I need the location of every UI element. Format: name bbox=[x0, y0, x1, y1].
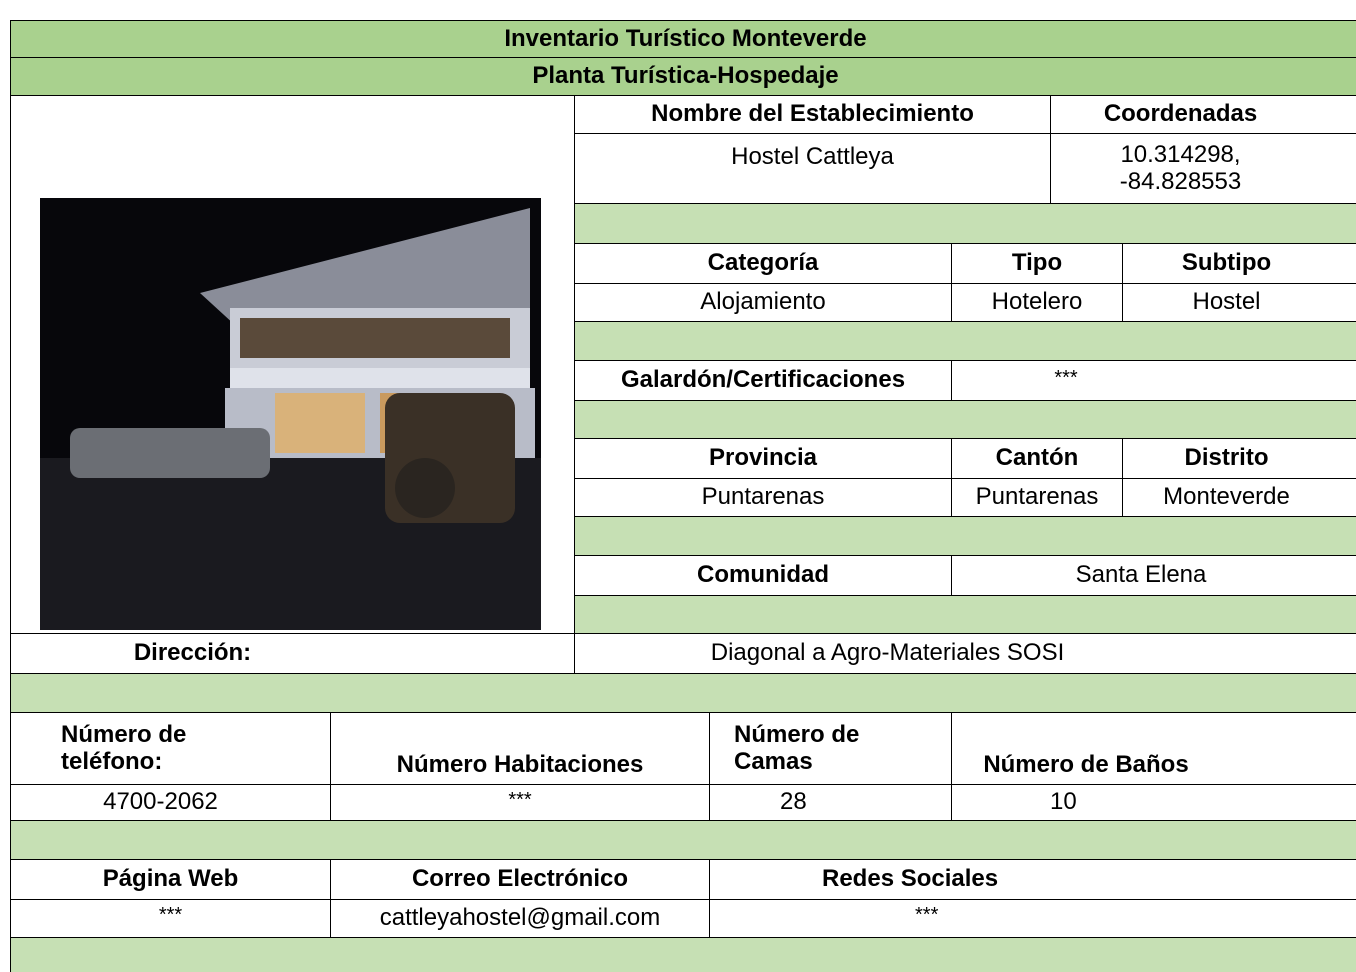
name: Hostel Cattleya bbox=[574, 133, 1051, 204]
text: *** bbox=[915, 904, 939, 926]
web: *** bbox=[10, 899, 331, 938]
text: 4700-2062 bbox=[103, 788, 218, 816]
district: Monteverde bbox=[1122, 478, 1356, 517]
community: Santa Elena bbox=[951, 555, 1356, 596]
blank-row bbox=[10, 673, 1356, 713]
label: Galardón/Certificaciones bbox=[574, 360, 952, 401]
type-label: Tipo bbox=[951, 243, 1123, 284]
text: Monteverde bbox=[1163, 483, 1290, 511]
baths: 10 bbox=[951, 784, 1356, 821]
text: Página Web bbox=[102, 865, 239, 893]
text: 10.314298, -84.828553 bbox=[1119, 141, 1242, 195]
subtype: Hostel bbox=[1122, 283, 1356, 322]
text: Número de Camas bbox=[734, 721, 860, 775]
text: *** bbox=[1054, 367, 1078, 389]
text: Subtipo bbox=[1181, 249, 1272, 277]
text: Planta Turística-Hospedaje bbox=[532, 62, 839, 90]
province: Puntarenas bbox=[574, 478, 952, 517]
social-label: Redes Sociales bbox=[709, 859, 1356, 900]
blank-row bbox=[10, 820, 1356, 860]
rooms-label: Número Habitaciones bbox=[330, 712, 710, 785]
email-label: Correo Electrónico bbox=[330, 859, 710, 900]
phone-label: Número de teléfono: bbox=[10, 712, 331, 785]
text: Coordenadas bbox=[1103, 100, 1258, 128]
category-label: Categoría bbox=[574, 243, 952, 284]
beds-label: Número de Camas bbox=[709, 712, 952, 785]
beds: 28 bbox=[709, 784, 952, 821]
province-label: Provincia bbox=[574, 438, 952, 479]
text: Tipo bbox=[1011, 249, 1063, 277]
text: Inventario Turístico Monteverde bbox=[504, 24, 867, 52]
text: Galardón/Certificaciones bbox=[620, 366, 906, 394]
canton-label: Cantón bbox=[951, 438, 1123, 479]
address: Diagonal a Agro-Materiales SOSI bbox=[574, 633, 1356, 674]
text: Hotelero bbox=[991, 288, 1083, 316]
email: cattleyahostel@gmail.com bbox=[330, 899, 710, 938]
text: *** bbox=[158, 904, 183, 926]
hostel-photo bbox=[40, 198, 541, 630]
web-label: Página Web bbox=[10, 859, 331, 900]
text: Nombre del Establecimiento bbox=[651, 100, 974, 128]
blank-row bbox=[574, 203, 1356, 244]
blank-row bbox=[574, 400, 1356, 439]
community-label: Comunidad bbox=[574, 555, 952, 596]
social: *** bbox=[709, 899, 1356, 938]
blank-row bbox=[574, 595, 1356, 634]
phone: 4700-2062 bbox=[10, 784, 331, 821]
value: *** bbox=[951, 360, 1356, 401]
text: cattleyahostel@gmail.com bbox=[379, 904, 661, 932]
text: Redes Sociales bbox=[822, 865, 999, 893]
blank-row bbox=[10, 937, 1356, 972]
text: Hostel Cattleya bbox=[731, 143, 894, 170]
text: Número de teléfono: bbox=[61, 721, 187, 775]
baths-label: Número de Baños bbox=[951, 712, 1356, 785]
coords: 10.314298, -84.828553 bbox=[1050, 133, 1356, 204]
text: Dirección: bbox=[133, 639, 252, 667]
type: Hotelero bbox=[951, 283, 1123, 322]
text: Número de Baños bbox=[983, 750, 1189, 778]
text: Número Habitaciones bbox=[396, 750, 644, 778]
text: 28 bbox=[780, 788, 807, 816]
address-label: Dirección: bbox=[10, 633, 575, 674]
text: Correo Electrónico bbox=[411, 865, 629, 893]
subtype-label: Subtipo bbox=[1122, 243, 1356, 284]
text: Alojamiento bbox=[700, 288, 826, 316]
text: Provincia bbox=[708, 444, 818, 472]
blank-row bbox=[574, 321, 1356, 361]
text: Hostel bbox=[1192, 288, 1261, 316]
rooms: *** bbox=[330, 784, 710, 821]
text: Cantón bbox=[995, 444, 1079, 472]
subtitle: Planta Turística-Hospedaje bbox=[10, 57, 1356, 96]
text: Diagonal a Agro-Materiales SOSI bbox=[710, 639, 1065, 667]
text: Puntarenas bbox=[701, 483, 825, 511]
canton: Puntarenas bbox=[951, 478, 1123, 517]
text: Comunidad bbox=[697, 561, 829, 589]
name-label: Nombre del Establecimiento bbox=[574, 95, 1051, 134]
text: Puntarenas bbox=[975, 483, 1099, 511]
blank-row bbox=[10, 95, 575, 634]
text: 10 bbox=[1050, 788, 1077, 816]
title: Inventario Turístico Monteverde bbox=[10, 20, 1356, 58]
text: Santa Elena bbox=[1075, 561, 1207, 589]
text: Distrito bbox=[1184, 444, 1269, 472]
coords-label: Coordenadas bbox=[1050, 95, 1356, 134]
text: Categoría bbox=[707, 249, 819, 277]
district-label: Distrito bbox=[1122, 438, 1356, 479]
blank-row bbox=[574, 516, 1356, 556]
category: Alojamiento bbox=[574, 283, 952, 322]
text: *** bbox=[508, 789, 532, 811]
